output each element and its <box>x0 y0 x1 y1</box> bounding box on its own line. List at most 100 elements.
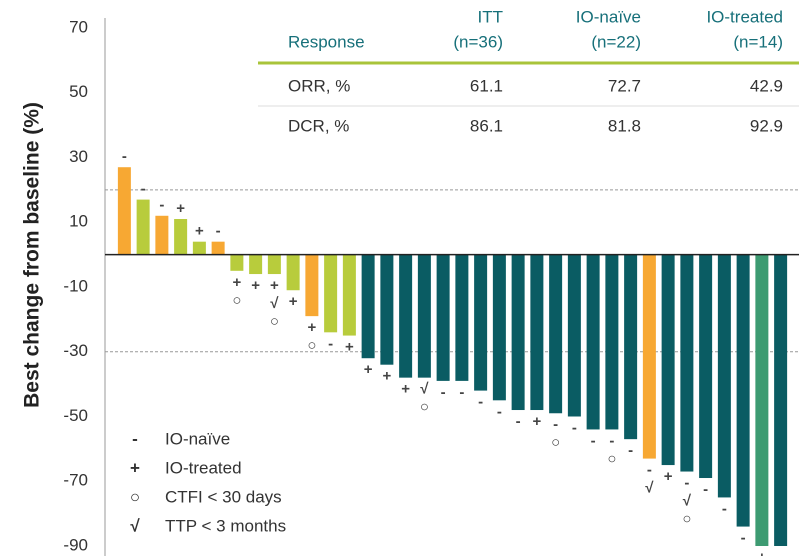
bar <box>680 254 694 472</box>
table-cell: 61.1 <box>470 76 503 95</box>
bar <box>267 254 281 275</box>
bar-marker: + <box>664 468 673 485</box>
bar-marker: - <box>459 384 464 401</box>
table-header: IO-treated <box>706 7 783 26</box>
bar-marker: - <box>122 148 127 165</box>
table-bg <box>258 0 799 150</box>
bar <box>455 254 469 381</box>
bar <box>549 254 563 414</box>
bar-marker: √ <box>645 480 654 497</box>
bar-marker: ○ <box>307 337 316 354</box>
table-cell: ORR, % <box>288 76 350 95</box>
bar-marker: √ <box>420 381 429 398</box>
bar-marker: - <box>647 462 652 479</box>
table-header: ITT <box>478 7 504 26</box>
legend-symbol: - <box>132 429 138 448</box>
bar <box>699 254 713 479</box>
bar-marker: - <box>591 432 596 449</box>
bar-marker: √ <box>270 295 279 312</box>
bar-marker: - <box>628 442 633 459</box>
bar-marker: + <box>195 223 204 240</box>
y-tick-label: 70 <box>69 17 88 36</box>
bar-marker: - <box>741 530 746 547</box>
bar-marker: - <box>703 481 708 498</box>
table-cell: 42.9 <box>750 76 783 95</box>
bar <box>117 167 131 255</box>
legend-label: CTFI < 30 days <box>165 487 282 506</box>
bar <box>736 254 750 527</box>
table-cell: DCR, % <box>288 116 349 135</box>
bar-marker: + <box>401 381 410 398</box>
bar <box>342 254 356 336</box>
y-tick-label: 50 <box>69 82 88 101</box>
bar <box>586 254 600 430</box>
table-cell: 86.1 <box>470 116 503 135</box>
bar-marker: + <box>232 274 241 291</box>
legend-symbol: + <box>130 458 140 477</box>
legend-label: IO-treated <box>165 458 242 477</box>
bar-marker: - <box>141 181 146 198</box>
bar <box>567 254 581 417</box>
bar-marker: ○ <box>682 511 691 528</box>
bar-marker: + <box>307 319 316 336</box>
bar-marker: + <box>176 200 185 217</box>
table-header: IO-naïve <box>576 7 641 26</box>
table-header: (n=36) <box>453 32 503 51</box>
bar-marker: - <box>553 416 558 433</box>
y-tick-label: -50 <box>63 406 88 425</box>
bar-marker: + <box>532 413 541 430</box>
bar-marker: - <box>216 223 221 240</box>
bar-marker: + <box>289 293 298 310</box>
bar <box>755 254 769 546</box>
bar-marker: - <box>328 335 333 352</box>
bar <box>530 254 544 411</box>
bar-marker: + <box>364 361 373 378</box>
legend-label: IO-naïve <box>165 429 230 448</box>
legend-label: TTP < 3 months <box>165 516 286 535</box>
bar-marker: - <box>778 549 783 556</box>
bar <box>417 254 431 378</box>
table-cell: 81.8 <box>608 116 641 135</box>
legend-symbol: √ <box>130 516 140 535</box>
y-axis-label: Best change from baseline (%) <box>21 102 44 408</box>
bar <box>661 254 675 466</box>
bar <box>492 254 506 401</box>
y-tick-label: 30 <box>69 147 88 166</box>
bar <box>211 241 225 255</box>
y-tick-label: -70 <box>63 471 88 490</box>
bar-marker: - <box>497 403 502 420</box>
bar-marker: - <box>572 419 577 436</box>
bar-marker: - <box>441 384 446 401</box>
bar <box>717 254 731 498</box>
y-tick-label: -30 <box>63 341 88 360</box>
y-tick-label: 10 <box>69 212 88 231</box>
legend-symbol: ○ <box>130 487 140 506</box>
table-header: (n=14) <box>733 32 783 51</box>
bar-marker: ○ <box>270 313 279 330</box>
bar-marker: + <box>382 368 391 385</box>
bar <box>474 254 488 391</box>
bar-marker: - <box>609 432 614 449</box>
bar <box>136 199 150 255</box>
bar <box>605 254 619 430</box>
table-cell: 72.7 <box>608 76 641 95</box>
bar <box>192 241 206 255</box>
bar-marker: ○ <box>607 450 616 467</box>
bar-marker: - <box>516 413 521 430</box>
bar-marker: - <box>478 394 483 411</box>
bar <box>642 254 656 459</box>
bar <box>774 254 788 546</box>
bar <box>230 254 244 271</box>
y-tick-label: -90 <box>63 535 88 554</box>
bar <box>286 254 300 291</box>
bar <box>305 254 319 317</box>
bar <box>155 215 169 255</box>
bar-marker: √ <box>683 493 692 510</box>
bar-marker: + <box>757 549 766 556</box>
table-header: (n=22) <box>591 32 641 51</box>
bar <box>624 254 638 440</box>
bar <box>380 254 394 365</box>
bar <box>174 219 188 255</box>
bar-marker: + <box>270 277 279 294</box>
